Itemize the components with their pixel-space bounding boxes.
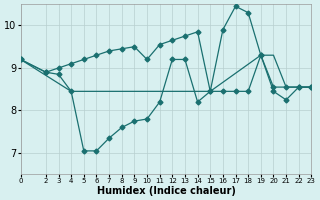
X-axis label: Humidex (Indice chaleur): Humidex (Indice chaleur) — [97, 186, 236, 196]
